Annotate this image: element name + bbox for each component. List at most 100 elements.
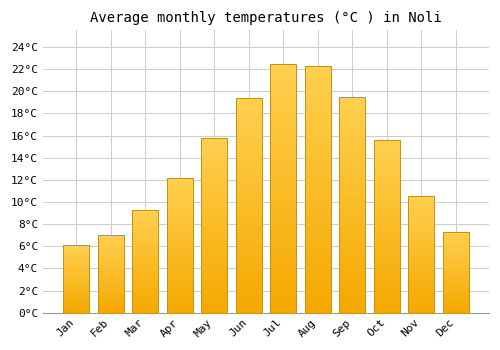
Bar: [339, 129, 365, 131]
Bar: [374, 207, 400, 209]
Bar: [442, 302, 468, 303]
Bar: [132, 249, 158, 250]
Bar: [63, 275, 89, 276]
Bar: [408, 290, 434, 292]
Bar: [98, 293, 124, 294]
Bar: [166, 270, 192, 271]
Bar: [408, 211, 434, 213]
Bar: [98, 252, 124, 253]
Bar: [339, 110, 365, 112]
Bar: [236, 145, 262, 147]
Bar: [339, 291, 365, 293]
Bar: [442, 284, 468, 285]
Bar: [201, 182, 227, 183]
Bar: [98, 236, 124, 237]
Bar: [236, 278, 262, 280]
Bar: [201, 175, 227, 176]
Bar: [63, 261, 89, 262]
Bar: [374, 228, 400, 230]
Bar: [374, 142, 400, 143]
Bar: [63, 264, 89, 265]
Bar: [408, 274, 434, 275]
Bar: [236, 310, 262, 313]
Bar: [166, 265, 192, 267]
Bar: [236, 124, 262, 126]
Bar: [166, 268, 192, 270]
Bar: [166, 190, 192, 191]
Bar: [63, 284, 89, 285]
Bar: [166, 221, 192, 222]
Bar: [63, 248, 89, 249]
Bar: [98, 296, 124, 297]
Bar: [408, 279, 434, 280]
Bar: [339, 224, 365, 226]
Bar: [304, 204, 330, 206]
Bar: [236, 104, 262, 106]
Bar: [166, 238, 192, 240]
Bar: [304, 293, 330, 295]
Bar: [270, 101, 296, 104]
Bar: [442, 253, 468, 254]
Bar: [304, 172, 330, 174]
Bar: [304, 275, 330, 278]
Bar: [166, 273, 192, 275]
Bar: [98, 272, 124, 273]
Bar: [408, 217, 434, 218]
Bar: [304, 133, 330, 135]
Bar: [374, 221, 400, 223]
Bar: [408, 230, 434, 231]
Bar: [236, 201, 262, 203]
Bar: [166, 252, 192, 253]
Bar: [166, 309, 192, 310]
Bar: [442, 289, 468, 290]
Bar: [270, 220, 296, 223]
Bar: [63, 259, 89, 260]
Bar: [374, 178, 400, 180]
Bar: [374, 262, 400, 264]
Bar: [132, 248, 158, 249]
Bar: [339, 121, 365, 123]
Bar: [63, 293, 89, 294]
Bar: [304, 130, 330, 133]
Bar: [132, 244, 158, 245]
Bar: [374, 306, 400, 307]
Bar: [236, 197, 262, 199]
Bar: [304, 187, 330, 189]
Bar: [132, 288, 158, 289]
Bar: [166, 292, 192, 294]
Bar: [374, 218, 400, 219]
Bar: [201, 176, 227, 178]
Bar: [374, 276, 400, 278]
Bar: [339, 289, 365, 291]
Bar: [132, 312, 158, 313]
Bar: [236, 156, 262, 158]
Bar: [166, 191, 192, 193]
Bar: [166, 201, 192, 202]
Bar: [442, 235, 468, 236]
Bar: [304, 239, 330, 241]
Bar: [201, 258, 227, 260]
Bar: [63, 245, 89, 313]
Bar: [270, 131, 296, 133]
Bar: [166, 275, 192, 276]
Bar: [98, 245, 124, 246]
Bar: [166, 182, 192, 183]
Bar: [374, 180, 400, 181]
Bar: [408, 215, 434, 216]
Bar: [201, 187, 227, 189]
Bar: [270, 84, 296, 86]
Bar: [339, 226, 365, 229]
Bar: [339, 134, 365, 136]
Bar: [408, 281, 434, 282]
Bar: [132, 251, 158, 252]
Bar: [132, 216, 158, 217]
Bar: [63, 303, 89, 304]
Bar: [408, 249, 434, 250]
Bar: [98, 298, 124, 299]
Bar: [236, 188, 262, 190]
Bar: [374, 271, 400, 273]
Bar: [166, 195, 192, 197]
Bar: [132, 263, 158, 264]
Bar: [166, 187, 192, 188]
Bar: [201, 157, 227, 159]
